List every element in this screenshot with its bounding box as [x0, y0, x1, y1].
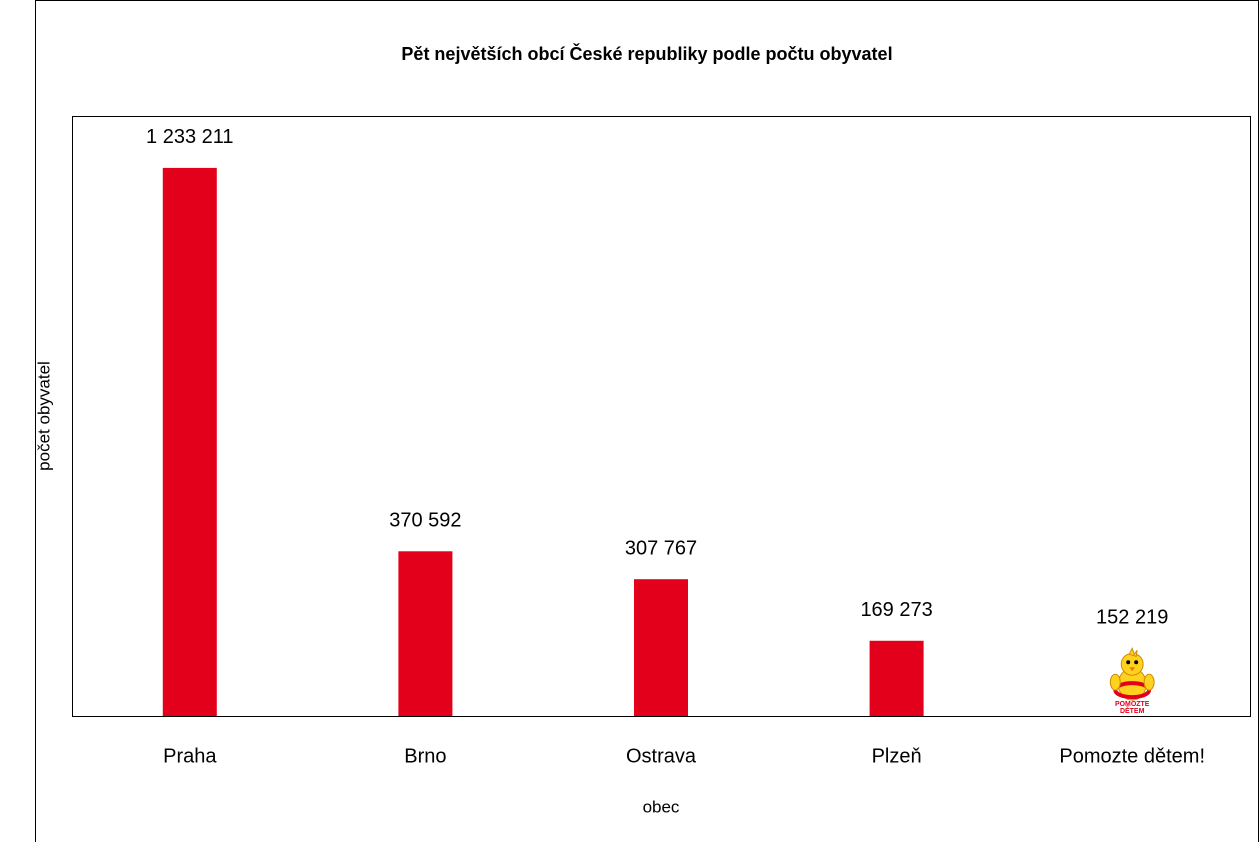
x-tick-label: Plzeň — [872, 745, 922, 767]
x-axis-label: obec — [643, 797, 680, 816]
x-tick-label: Brno — [404, 745, 446, 767]
value-label: 1 233 211 — [146, 126, 234, 148]
value-label: 370 592 — [389, 510, 461, 532]
icon-wing — [1110, 674, 1120, 690]
y-axis-label: počet obyvatel — [34, 361, 53, 471]
value-label: 169 273 — [860, 599, 932, 621]
icon-tuft — [1129, 648, 1137, 656]
bar — [870, 641, 924, 716]
icon-label: POMOZTE — [1115, 701, 1150, 708]
bar — [634, 579, 688, 716]
icon-eye — [1134, 660, 1138, 664]
icon-head — [1121, 653, 1143, 675]
value-label: 307 767 — [625, 537, 697, 559]
x-tick-label: Pomozte dětem! — [1059, 745, 1205, 767]
chart: Pět největších obcí České republiky podl… — [0, 0, 1260, 842]
icon-label: DĚTEM — [1120, 706, 1145, 715]
x-tick-label: Ostrava — [626, 745, 697, 767]
bar — [398, 551, 452, 716]
icon-eye — [1126, 660, 1130, 664]
x-tick-label: Praha — [163, 745, 217, 767]
bar — [163, 168, 217, 716]
icon-wing — [1144, 674, 1154, 690]
value-label: 152 219 — [1096, 607, 1168, 629]
chart-title: Pět největších obcí České republiky podl… — [401, 43, 892, 64]
